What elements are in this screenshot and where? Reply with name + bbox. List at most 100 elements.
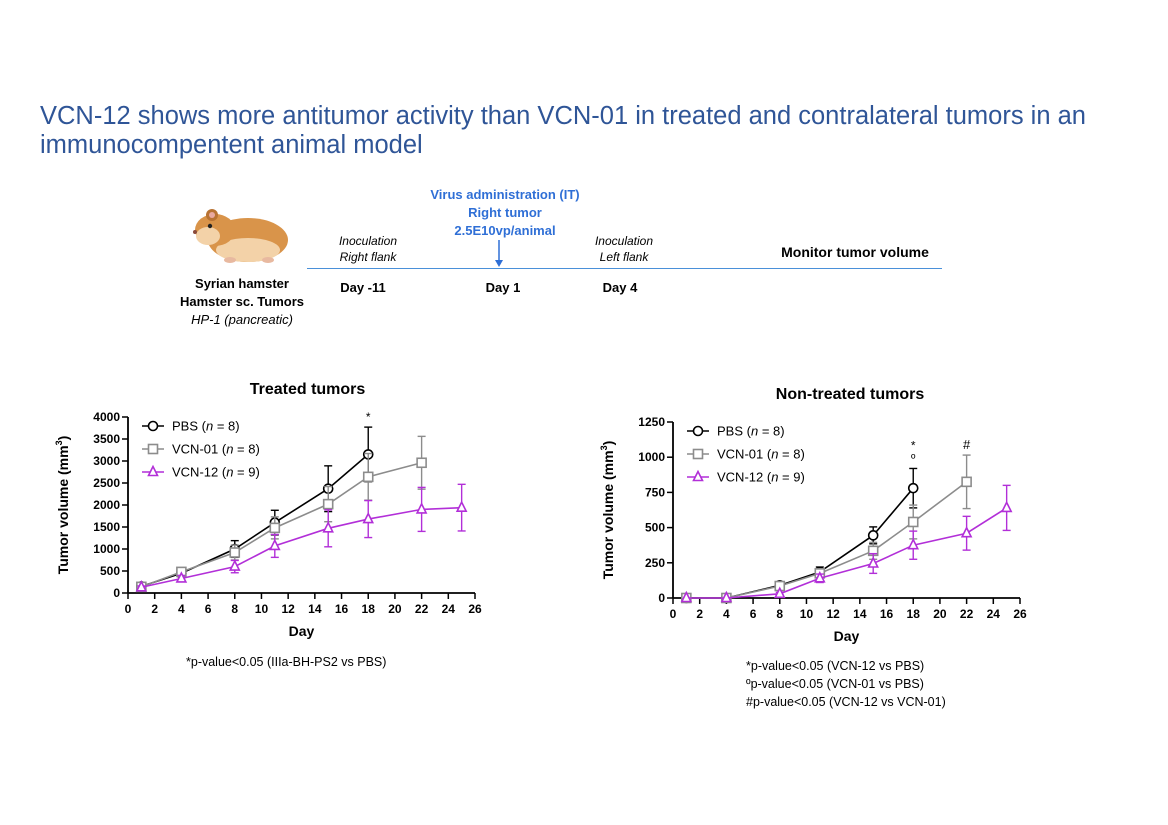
data-point [867,530,879,541]
series-line [686,481,968,599]
legend-marker [692,448,704,460]
chart1-footnote-0: *p-value<0.05 (IIIa-BH-PS2 vs PBS) [186,655,387,669]
data-point [907,516,919,528]
x-tick-label: 20 [388,602,402,616]
chart2-footnote-2: #p-value<0.05 (VCN-12 vs VCN-01) [746,695,946,709]
significance-mark: # [963,437,971,452]
data-point [415,502,428,514]
data-point [322,498,334,510]
x-tick-label: 14 [853,607,867,621]
y-tick-label: 4000 [93,410,120,424]
chart2-footnote-1: ºp-value<0.05 (VCN-01 vs PBS) [746,677,924,691]
x-tick-label: 2 [696,607,703,621]
event1-label-1: Inoculation [338,234,398,248]
y-tick-label: 500 [100,564,120,578]
legend-marker [692,425,704,437]
x-tick-label: 4 [178,602,185,616]
event3-day: Day 4 [602,280,638,295]
data-point [961,476,972,488]
x-tick-label: 10 [255,602,269,616]
chart2-title: Non-treated tumors [775,386,925,403]
virus-label-3: 2.5E10vp/animal [454,223,556,238]
x-tick-label: 18 [362,602,376,616]
x-tick-label: 12 [826,607,840,621]
series-pbs [681,467,919,604]
x-tick-label: 16 [335,602,349,616]
data-point [175,571,188,583]
monitor-label: Monitor tumor volume [781,244,929,260]
virus-label-2: Right tumor [468,205,542,220]
legend-label: PBS (n = 8) [717,424,785,439]
animal-label: Syrian hamster [195,276,289,291]
significance-mark: * [911,438,916,452]
significance-mark: * [366,410,371,424]
y-tick-label: 0 [658,591,665,605]
x-tick-label: 0 [670,607,677,621]
x-axis-label: Day [834,628,860,644]
data-point [228,559,241,571]
y-tick-label: 3500 [93,432,120,446]
legend-marker [692,469,704,482]
series-vcn-12 [135,483,468,592]
data-point [362,511,375,524]
chart2-footnote-0: *p-value<0.05 (VCN-12 vs PBS) [746,659,925,673]
x-tick-label: 6 [750,607,757,621]
series-line [686,487,914,599]
data-point [416,457,427,469]
data-point [720,590,733,603]
x-tick-label: 10 [800,607,814,621]
series-vcn-01 [136,435,427,593]
event2-day: Day 1 [485,280,521,295]
y-tick-label: 2500 [93,476,120,490]
x-tick-label: 12 [281,602,295,616]
legend-marker [147,420,159,432]
y-tick-label: 1000 [638,450,665,464]
data-point [907,537,920,550]
event1-day: Day -11 [340,280,386,295]
data-point [229,547,241,558]
legend-label: VCN-12 (n = 9) [172,465,260,480]
y-axis-label: Tumor volume (mm3) [599,441,616,580]
series-line [686,507,1008,599]
data-point [814,570,826,583]
legend-label: VCN-01 (n = 8) [717,447,805,462]
x-tick-label: 8 [231,602,238,616]
series-vcn-12 [680,484,1013,603]
x-tick-label: 16 [880,607,894,621]
event3-label-1: Inoculation [594,234,654,248]
significance-mark: º [911,451,916,465]
legend-label: VCN-01 (n = 8) [172,442,260,457]
event1-label-2: Right flank [339,250,397,264]
data-point [322,521,334,533]
x-tick-label: 22 [415,602,429,616]
x-tick-label: 22 [960,607,974,621]
x-axis-label: Day [289,623,315,639]
y-tick-label: 250 [645,556,665,570]
slide-title: VCN-12 shows more antitumor activity tha… [40,102,1086,159]
data-point [269,522,281,534]
data-point [907,482,919,494]
y-tick-label: 2000 [93,498,120,512]
data-point [960,525,973,538]
y-tick-label: 1250 [638,415,665,429]
tumor-model-label: Hamster sc. Tumors [179,294,305,309]
series-line [141,453,369,588]
chart1-title: Treated tumors [249,381,366,398]
legend-label: VCN-12 (n = 9) [717,470,805,485]
cell-line-label: HP-1 (pancreatic) [191,312,293,327]
arrow-down-icon [495,240,503,267]
data-point [773,586,786,599]
x-tick-label: 18 [907,607,921,621]
data-point [1000,500,1013,513]
data-point [362,471,374,483]
hamster-icon [193,209,288,263]
y-tick-label: 0 [113,586,120,600]
y-axis-label: Tumor volume (mm3) [54,436,71,575]
data-point [135,579,148,592]
data-point [455,500,468,512]
legend-marker [147,464,159,477]
y-tick-label: 500 [645,521,665,535]
